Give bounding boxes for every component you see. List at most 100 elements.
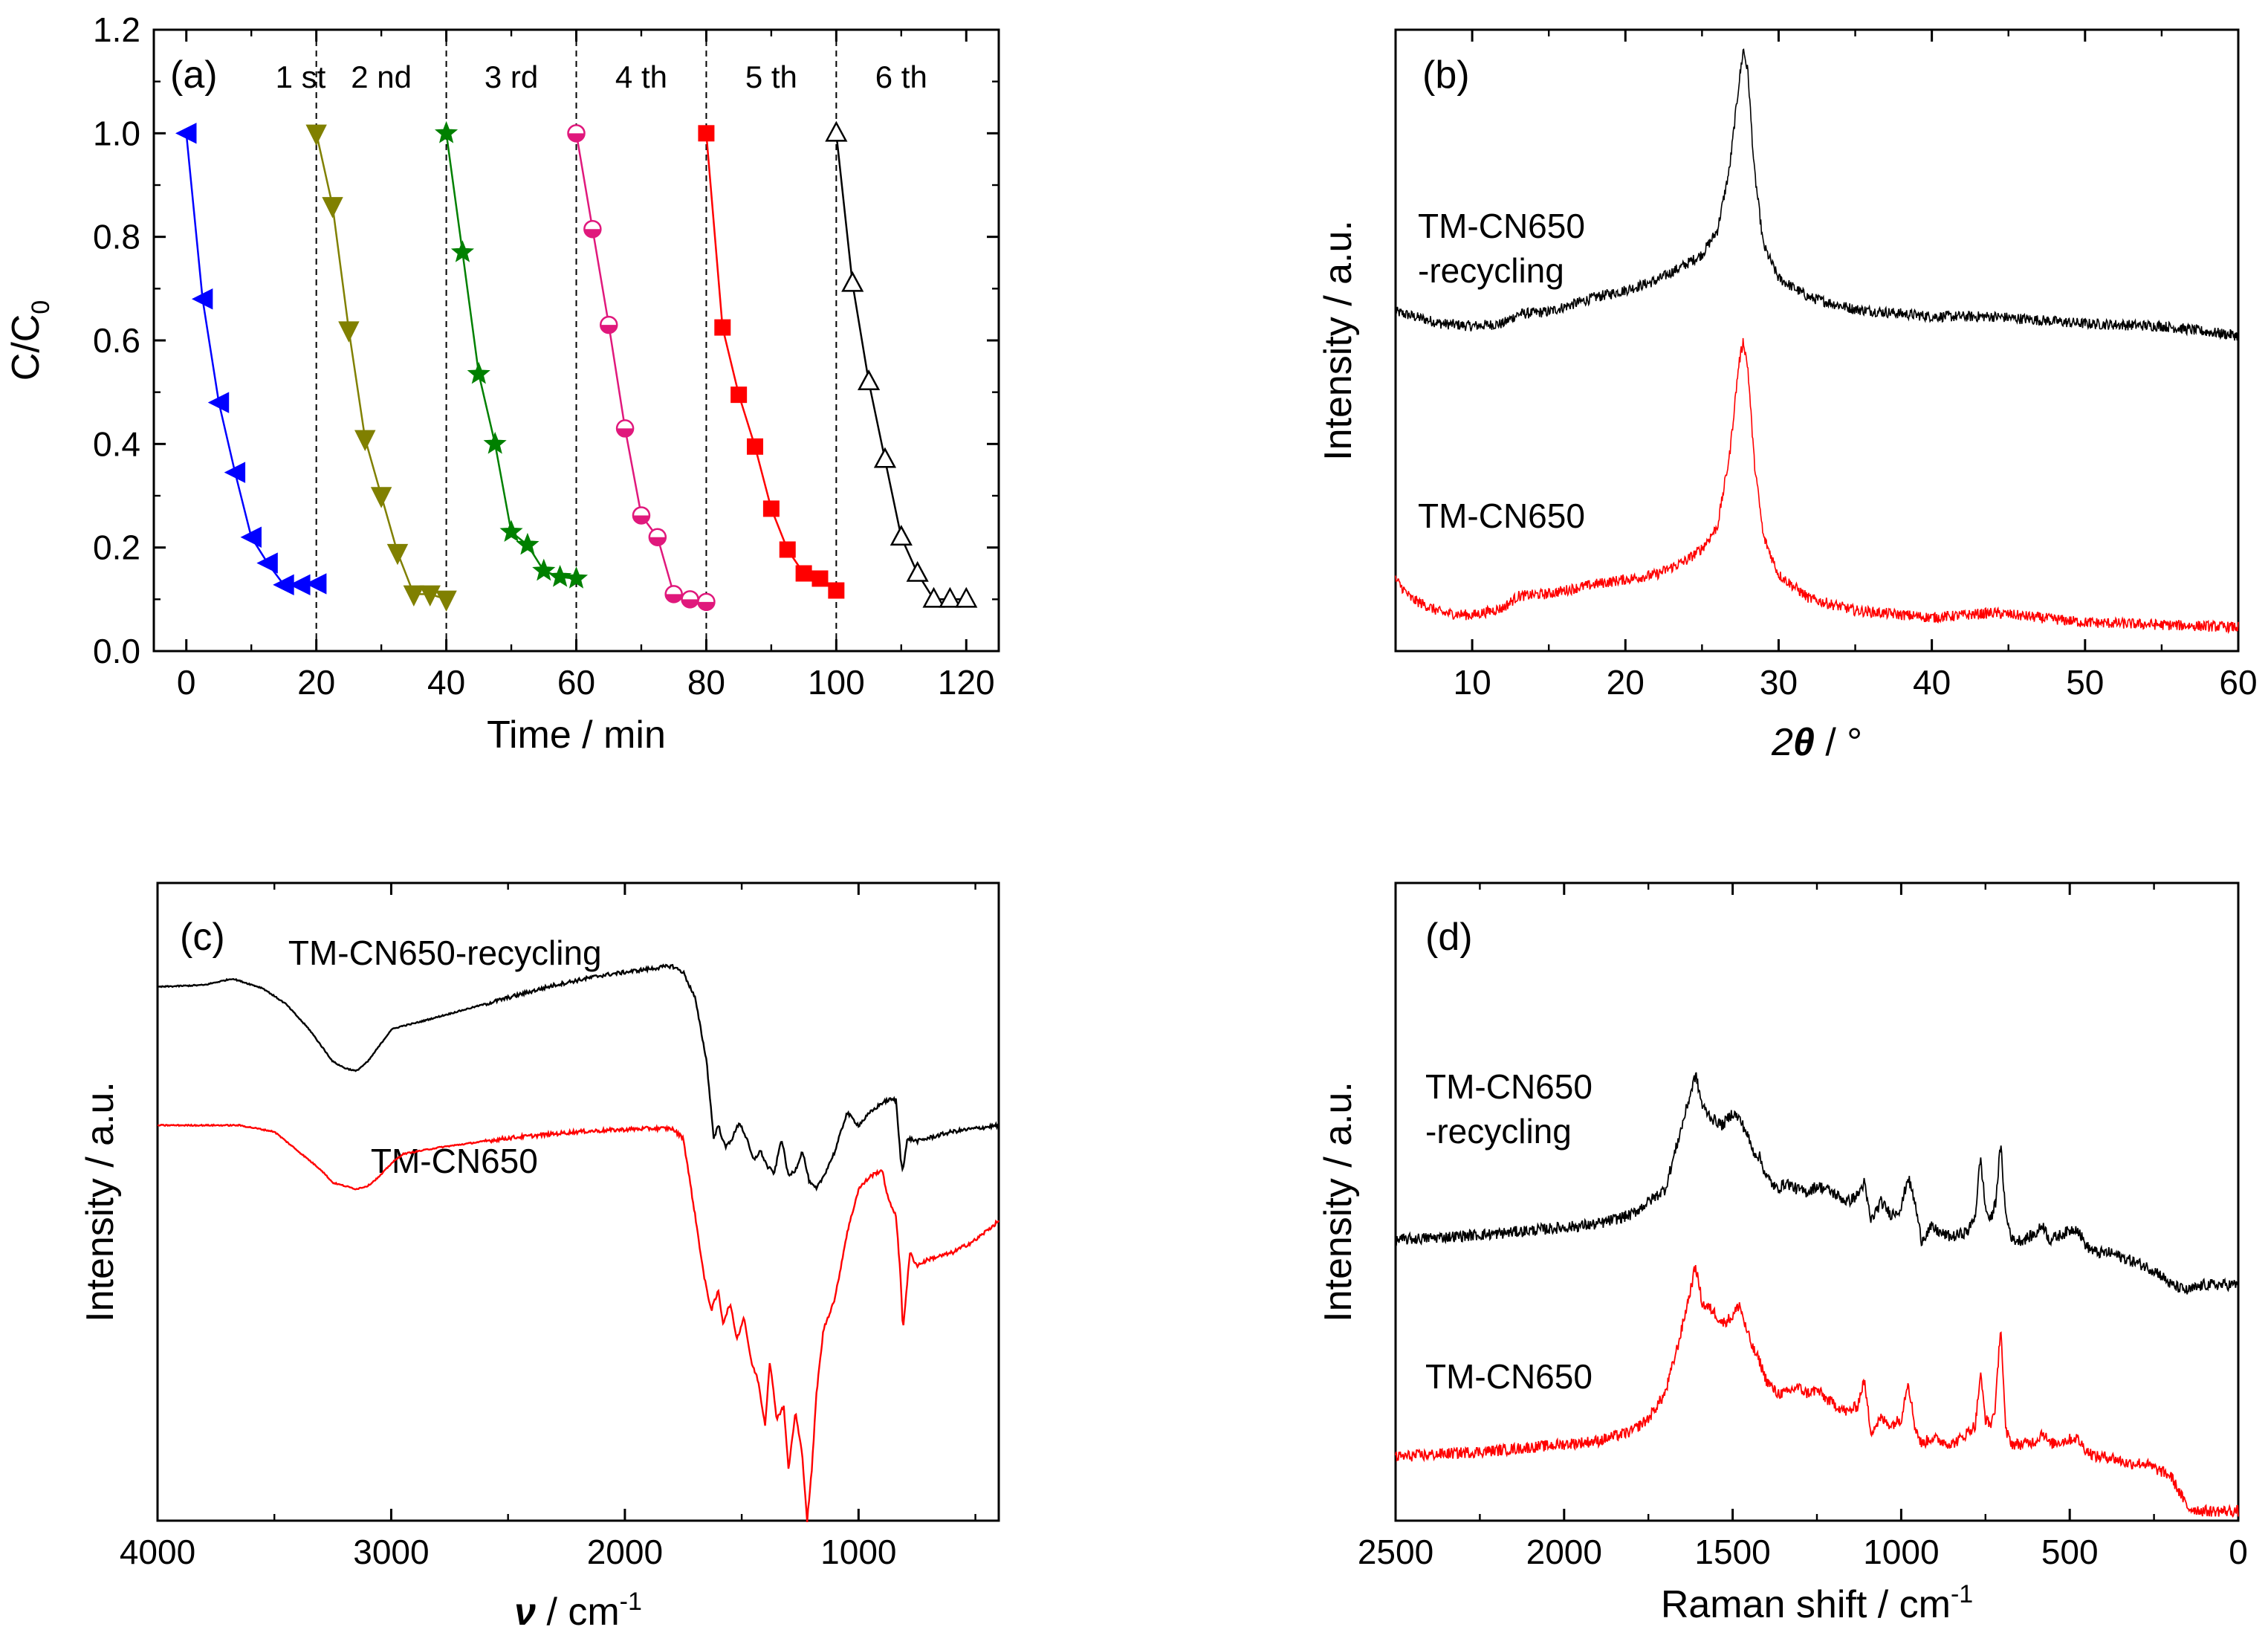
data-point xyxy=(256,552,278,574)
data-point-fill xyxy=(600,325,618,334)
x-axis-label: Time / min xyxy=(487,714,666,757)
series-2nd xyxy=(305,124,457,612)
annotation-recycling-line1: TM-CN650 xyxy=(1418,207,1585,245)
annotation-tmcn650: TM-CN650 xyxy=(1425,1357,1593,1396)
x-tick-label: 50 xyxy=(2066,663,2104,702)
series-4th xyxy=(567,124,716,612)
x-tick-label: 10 xyxy=(1454,663,1491,702)
y-axis-label: Intensity / a.u. xyxy=(1317,1081,1360,1322)
series-3rd xyxy=(434,120,589,589)
series-TM-CN650-recycling xyxy=(1395,1072,2239,1295)
x-tick-label: 2000 xyxy=(1526,1533,1602,1571)
annotation-recycling-line1: TM-CN650 xyxy=(1425,1067,1593,1106)
data-point-fill xyxy=(617,428,634,437)
series-line xyxy=(185,133,317,586)
x-tick-label: 0 xyxy=(177,663,196,702)
y-tick-label: 0.4 xyxy=(93,424,140,463)
series-1st xyxy=(175,123,327,596)
annotation-recycling: TM-CN650-recycling xyxy=(288,934,602,972)
series-TM-CN650 xyxy=(1395,1265,2239,1518)
data-point xyxy=(435,590,457,612)
x-tick-label: 1500 xyxy=(1694,1533,1770,1571)
series-5th xyxy=(698,125,845,599)
data-point xyxy=(386,543,409,566)
y-axis-label: C/C0 xyxy=(4,300,55,381)
cycle-label: 6 th xyxy=(875,59,927,94)
data-point-fill xyxy=(584,229,601,238)
series-TM-CN650 xyxy=(157,1123,1000,1522)
series-TM-CN650 xyxy=(1395,337,2239,635)
x-tick-label: 3000 xyxy=(353,1533,429,1571)
data-point xyxy=(207,392,230,413)
data-point xyxy=(873,447,897,468)
data-point xyxy=(499,520,523,543)
data-point xyxy=(305,124,327,146)
data-point-fill xyxy=(632,515,649,524)
y-tick-label: 0.6 xyxy=(93,321,140,360)
data-point xyxy=(841,271,864,292)
annotation-recycling-line2: -recycling xyxy=(1418,251,1564,290)
data-point xyxy=(564,566,589,589)
data-point xyxy=(599,315,618,334)
data-point xyxy=(922,586,945,608)
data-point xyxy=(548,565,572,587)
y-axis-label: Intensity / a.u. xyxy=(1317,220,1360,461)
data-point-fill xyxy=(649,537,666,546)
data-point xyxy=(681,590,699,609)
x-tick-label: 2000 xyxy=(587,1533,663,1571)
x-tick-label: 30 xyxy=(1760,663,1798,702)
x-tick-label: 120 xyxy=(938,663,995,702)
data-point xyxy=(825,120,848,142)
data-point xyxy=(615,419,635,438)
data-point xyxy=(583,219,602,239)
y-tick-label: 1.0 xyxy=(93,114,140,152)
data-point xyxy=(224,462,246,483)
data-point-fill xyxy=(568,133,585,142)
series-line xyxy=(1395,337,2239,635)
data-point xyxy=(305,573,327,595)
plot-frame-d xyxy=(1394,881,2240,1522)
data-point xyxy=(811,570,829,587)
data-point xyxy=(467,361,490,384)
data-point-fill xyxy=(665,594,682,603)
x-tick-label: 40 xyxy=(427,663,465,702)
data-point xyxy=(516,532,540,555)
x-axis-label: Raman shift / cm-1 xyxy=(1661,1580,1973,1626)
data-point xyxy=(354,430,376,452)
x-tick-label: 20 xyxy=(1607,663,1645,702)
series-TM-CN650-recycling xyxy=(157,963,999,1192)
panel-label-d: (d) xyxy=(1425,916,1473,959)
data-point xyxy=(322,197,343,219)
data-point xyxy=(532,558,556,581)
data-point xyxy=(762,500,780,517)
y-tick-label: 0.2 xyxy=(93,528,140,567)
x-tick-label: 40 xyxy=(1913,663,1951,702)
data-point xyxy=(664,585,683,604)
data-point xyxy=(795,565,812,582)
series-line xyxy=(1395,48,2239,341)
annotation-recycling-line2: -recycling xyxy=(1425,1112,1572,1151)
x-tick-label: 1000 xyxy=(1863,1533,1939,1571)
y-tick-label: 1.2 xyxy=(93,10,140,49)
data-point xyxy=(955,586,978,608)
data-point xyxy=(857,369,881,390)
cycle-label: 2 nd xyxy=(351,59,412,94)
cycle-label: 4 th xyxy=(615,59,667,94)
x-tick-label: 20 xyxy=(297,663,335,702)
x-tick-label: 80 xyxy=(687,663,725,702)
panel-b: 10 20 30 40 50 60 2θ / ° Intensity / a.u. (b) TM-… xyxy=(1317,28,2258,764)
cycle-label: 1 st xyxy=(276,59,326,94)
panel-label-a: (a) xyxy=(170,54,218,97)
series-line xyxy=(445,133,577,580)
series-TM-CN650-recycling xyxy=(1395,48,2239,341)
data-point xyxy=(698,125,715,142)
y-axis-label: Intensity / a.u. xyxy=(79,1081,122,1322)
data-point xyxy=(906,560,929,582)
panel-a: 0 20 40 60 80 100 120 0.0 0.2 0.4 0.6 0.8 1.0 1.2 Time… xyxy=(4,10,1000,757)
x-axis-label: ν / cm-1 xyxy=(514,1588,642,1634)
data-point xyxy=(890,525,913,546)
data-point xyxy=(370,487,392,508)
series-line xyxy=(1395,1265,2239,1518)
data-point xyxy=(450,240,474,262)
y-tick-label: 0.8 xyxy=(93,218,140,256)
